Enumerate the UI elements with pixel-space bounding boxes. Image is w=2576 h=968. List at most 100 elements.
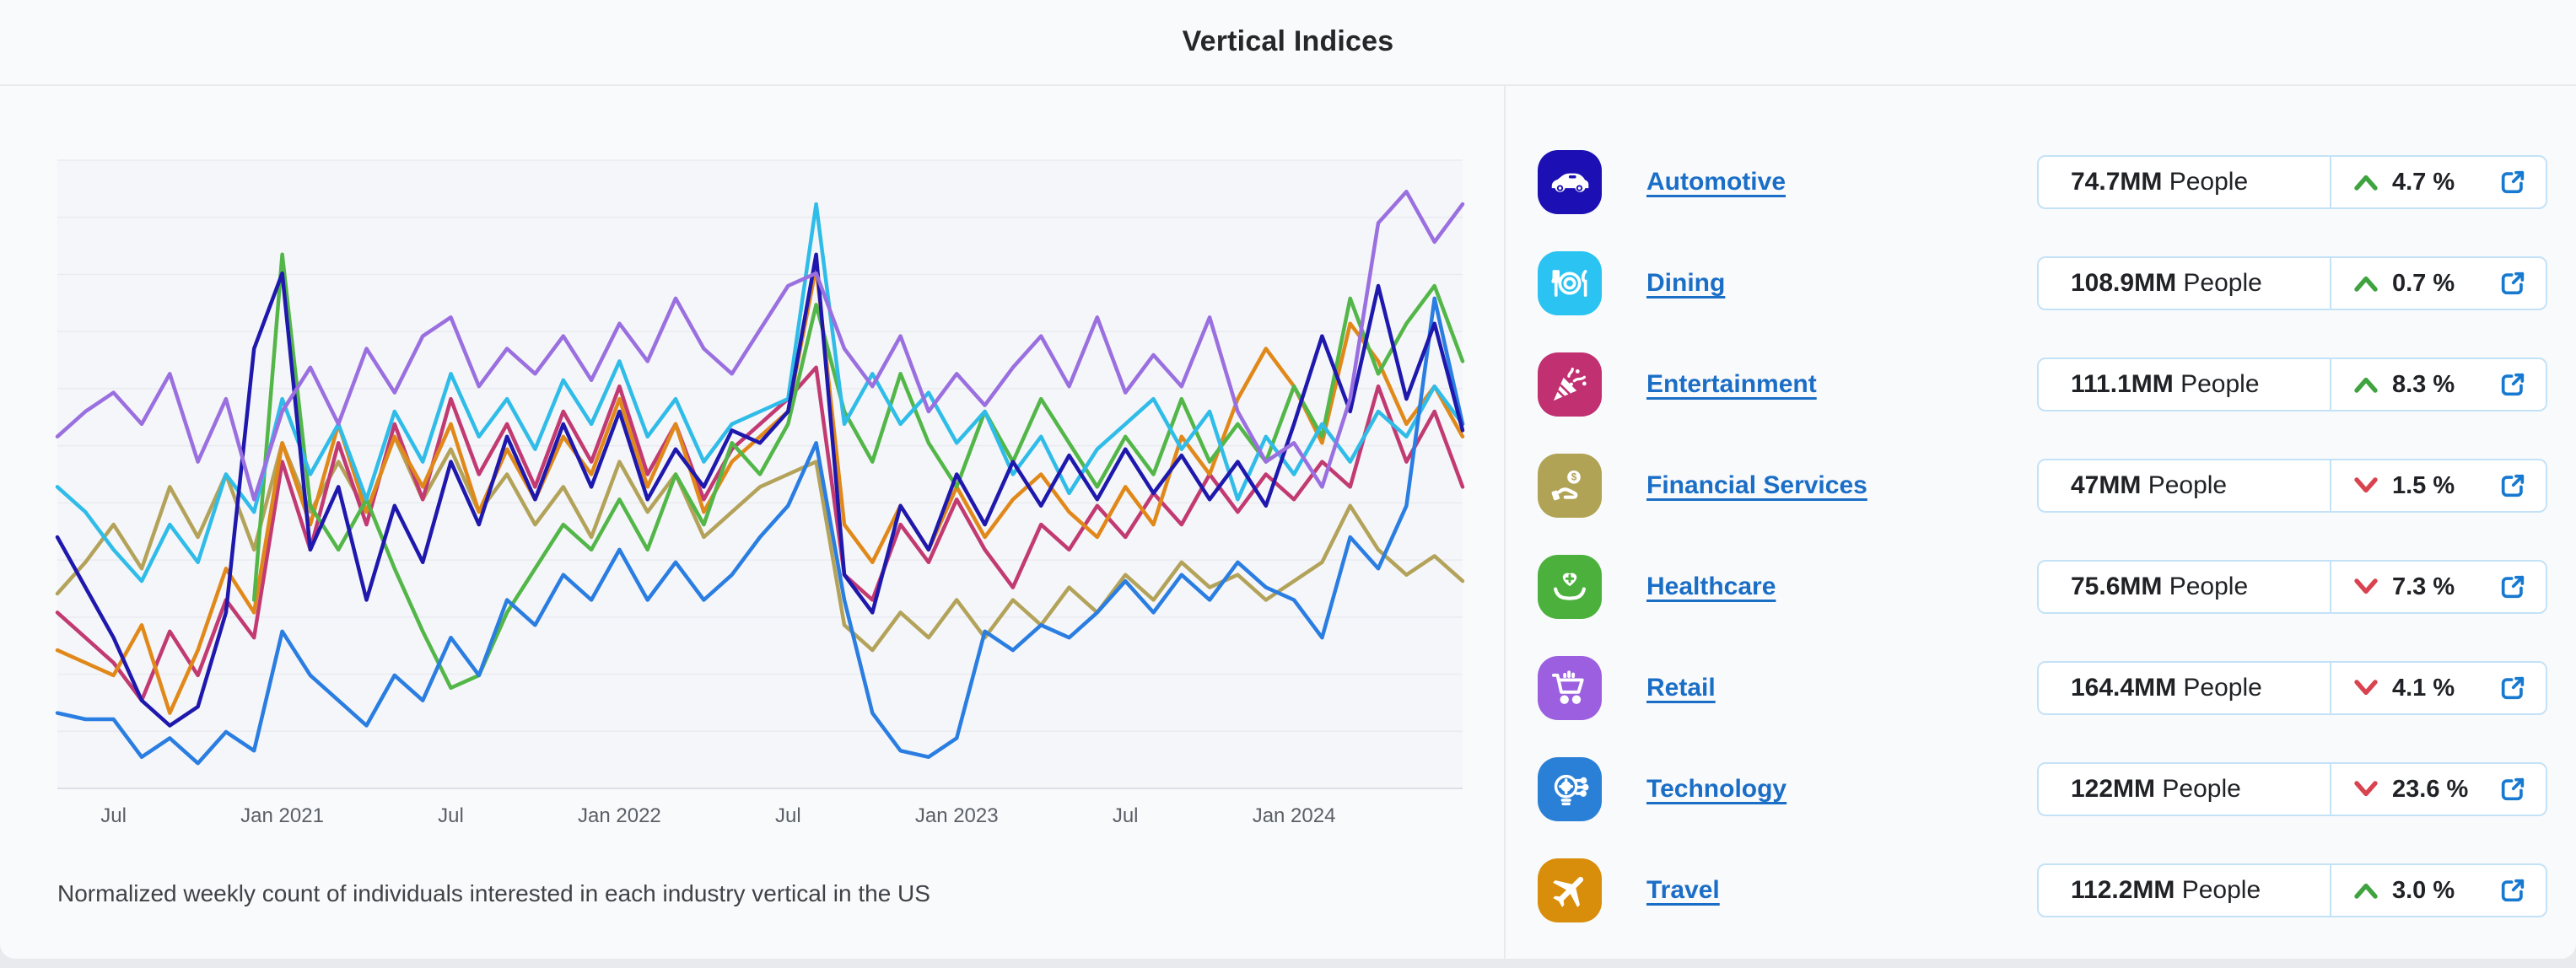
- people-count-unit: People: [2141, 471, 2228, 499]
- trend-chevron-icon: [2353, 476, 2382, 495]
- vertical-link[interactable]: Automotive: [1646, 168, 1786, 196]
- svg-text:Jul: Jul: [1113, 804, 1139, 827]
- people-count: 111.1MM People: [2039, 359, 2331, 410]
- external-link-icon[interactable]: [2498, 775, 2527, 804]
- change-cell: 4.7 %: [2331, 157, 2546, 207]
- trend-chevron-icon: [2353, 375, 2382, 394]
- trend-chevron-icon: [2353, 780, 2382, 799]
- svg-text:Jul: Jul: [100, 804, 127, 827]
- change-cell: 3.0 %: [2331, 865, 2546, 916]
- svg-text:Jan 2021: Jan 2021: [240, 804, 324, 827]
- change-cell: 8.3 %: [2331, 359, 2546, 410]
- svg-text:Jan 2022: Jan 2022: [578, 804, 661, 827]
- change-percent: 1.5 %: [2392, 471, 2455, 499]
- people-count-unit: People: [2176, 269, 2262, 297]
- vertical-link[interactable]: Travel: [1646, 876, 1720, 904]
- metric-card: 122MM People 23.6 %: [2037, 762, 2547, 816]
- vertical-link[interactable]: Entertainment: [1646, 370, 1817, 398]
- vertical-row: Dining 108.9MM People 0.7 %: [1506, 233, 2576, 334]
- vertical-row: Healthcare 75.6MM People 7.3 %: [1506, 536, 2576, 637]
- people-count-value: 74.7MM: [2071, 168, 2163, 196]
- metric-card: 47MM People 1.5 %: [2037, 459, 2547, 513]
- external-link-icon[interactable]: [2498, 674, 2527, 702]
- svg-text:Jan 2023: Jan 2023: [915, 804, 999, 827]
- people-count-value: 122MM: [2071, 775, 2156, 803]
- change-percent: 0.7 %: [2392, 269, 2455, 297]
- external-link-icon[interactable]: [2498, 471, 2527, 500]
- vertical-row: Automotive 74.7MM People 4.7 %: [1506, 132, 2576, 233]
- people-count-unit: People: [2176, 674, 2262, 702]
- change-cell: 1.5 %: [2331, 460, 2546, 511]
- metric-card: 74.7MM People 4.7 %: [2037, 155, 2547, 209]
- trend-chevron-icon: [2353, 274, 2382, 293]
- people-count: 108.9MM People: [2039, 258, 2331, 309]
- people-count: 122MM People: [2039, 764, 2331, 815]
- people-count-unit: People: [2173, 370, 2260, 398]
- change-percent: 4.1 %: [2392, 674, 2455, 702]
- change-percent: 3.0 %: [2392, 876, 2455, 904]
- external-link-icon[interactable]: [2498, 269, 2527, 298]
- vertical-row: Technology 122MM People 23.6 %: [1506, 739, 2576, 840]
- change-percent: 7.3 %: [2392, 573, 2455, 600]
- change-percent: 23.6 %: [2392, 775, 2469, 803]
- external-link-icon[interactable]: [2498, 876, 2527, 905]
- people-count-unit: People: [2175, 876, 2261, 904]
- people-count: 164.4MM People: [2039, 663, 2331, 713]
- metric-card: 112.2MM People 3.0 %: [2037, 863, 2547, 917]
- external-link-icon[interactable]: [2498, 370, 2527, 399]
- people-count-unit: People: [2155, 775, 2241, 803]
- people-count-value: 47MM: [2071, 471, 2142, 499]
- people-count-value: 111.1MM: [2071, 370, 2174, 398]
- header-divider: [0, 84, 2576, 86]
- vertical-link[interactable]: Technology: [1646, 775, 1787, 803]
- vertical-indices-chart: Jul Jan 2021 Jul Jan 2022 Jul Jan 2023 Jul Jan …: [55, 159, 1465, 827]
- svg-text:Jan 2024: Jan 2024: [1253, 804, 1336, 827]
- metric-card: 111.1MM People 8.3 %: [2037, 358, 2547, 411]
- hands-heart-icon: [1538, 555, 1602, 619]
- bulb-gear-icon: [1538, 757, 1602, 821]
- svg-text:Jul: Jul: [775, 804, 801, 827]
- vertical-list: Automotive 74.7MM People 4.7 % Dining 10…: [1506, 86, 2576, 959]
- trend-chevron-icon: [2353, 679, 2382, 697]
- dining-icon: [1538, 251, 1602, 315]
- external-link-icon[interactable]: [2498, 168, 2527, 196]
- vertical-link[interactable]: Healthcare: [1646, 573, 1776, 600]
- car-icon: [1538, 150, 1602, 214]
- change-percent: 8.3 %: [2392, 370, 2455, 398]
- change-cell: 0.7 %: [2331, 258, 2546, 309]
- metric-card: 164.4MM People 4.1 %: [2037, 661, 2547, 715]
- section-divider: [1504, 86, 1506, 959]
- chart-caption: Normalized weekly count of individuals i…: [57, 880, 930, 906]
- people-count-value: 108.9MM: [2071, 269, 2177, 297]
- metric-card: 108.9MM People 0.7 %: [2037, 256, 2547, 310]
- svg-text:$: $: [1571, 472, 1577, 483]
- people-count-value: 75.6MM: [2071, 573, 2163, 600]
- svg-text:Jul: Jul: [438, 804, 464, 827]
- vertical-row: Entertainment 111.1MM People 8.3 %: [1506, 334, 2576, 435]
- people-count: 47MM People: [2039, 460, 2331, 511]
- vertical-link[interactable]: Retail: [1646, 674, 1716, 702]
- shopping-cart-icon: [1538, 656, 1602, 720]
- plane-icon: [1538, 858, 1602, 922]
- people-count-unit: People: [2162, 168, 2249, 196]
- vertical-row: Travel 112.2MM People 3.0 %: [1506, 840, 2576, 941]
- party-popper-icon: [1538, 352, 1602, 417]
- trend-chevron-icon: [2353, 578, 2382, 596]
- people-count: 74.7MM People: [2039, 157, 2331, 207]
- people-count: 75.6MM People: [2039, 562, 2331, 612]
- people-count-value: 164.4MM: [2071, 674, 2177, 702]
- trend-chevron-icon: [2353, 881, 2382, 900]
- hand-coin-icon: $: [1538, 454, 1602, 518]
- change-percent: 4.7 %: [2392, 168, 2455, 196]
- chart-pane: Jul Jan 2021 Jul Jan 2022 Jul Jan 2023 Jul Jan …: [0, 86, 1504, 959]
- metric-card: 75.6MM People 7.3 %: [2037, 560, 2547, 614]
- people-count: 112.2MM People: [2039, 865, 2331, 916]
- people-count-value: 112.2MM: [2071, 876, 2175, 904]
- vertical-row: Retail 164.4MM People 4.1 %: [1506, 637, 2576, 739]
- people-count-unit: People: [2162, 573, 2249, 600]
- change-cell: 4.1 %: [2331, 663, 2546, 713]
- change-cell: 23.6 %: [2331, 764, 2546, 815]
- vertical-link[interactable]: Dining: [1646, 269, 1726, 297]
- external-link-icon[interactable]: [2498, 573, 2527, 601]
- vertical-link[interactable]: Financial Services: [1646, 471, 1867, 499]
